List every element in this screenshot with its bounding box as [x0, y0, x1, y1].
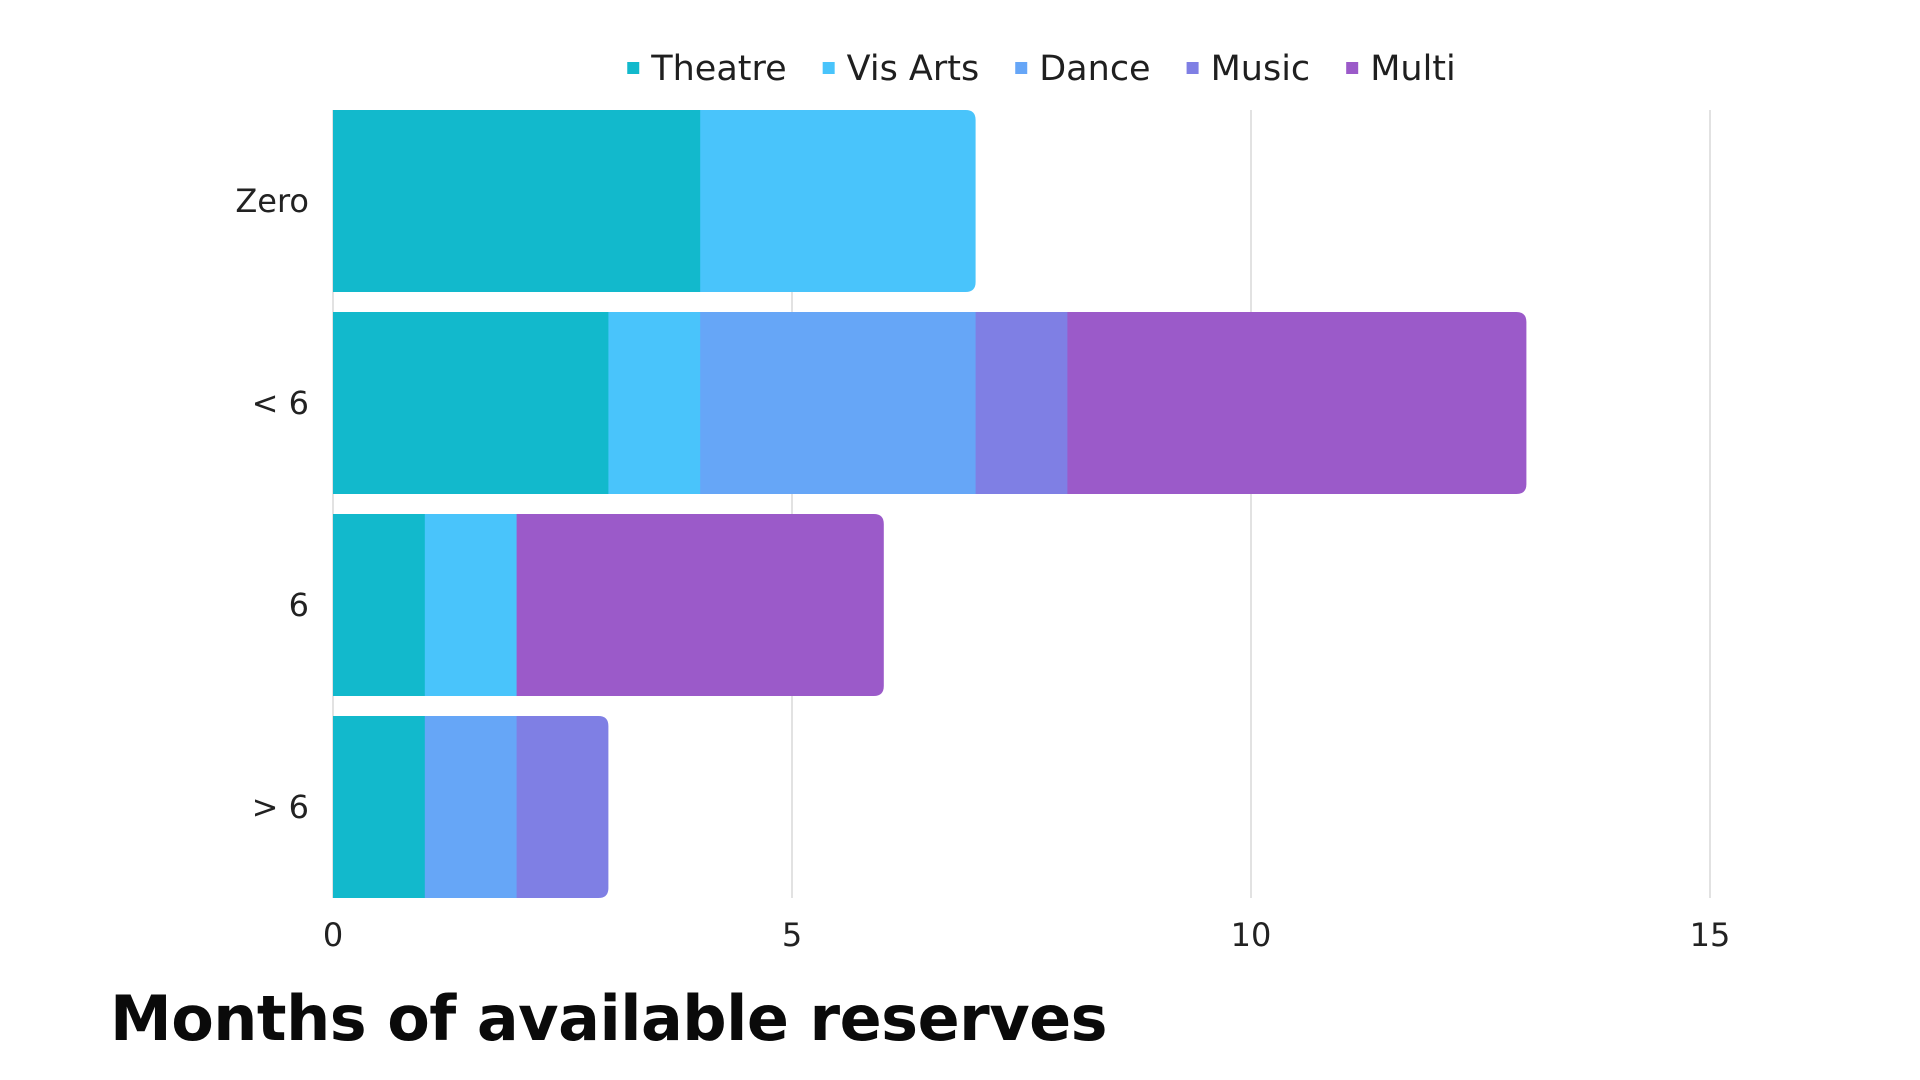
y-tick-label-zero: Zero	[235, 182, 309, 220]
y-axis: Zero < 6 6 > 6	[235, 182, 309, 826]
bar-zero-theatre	[333, 110, 701, 292]
legend-swatch-music	[1186, 62, 1199, 74]
bar-zero-vis-arts	[700, 110, 976, 292]
legend-label-dance: Dance	[1039, 49, 1150, 89]
legend-swatch-vis-arts	[822, 62, 835, 74]
bar-6-music	[975, 312, 1068, 494]
bar-group-6	[333, 716, 609, 898]
legend-label-vis-arts: Vis Arts	[847, 49, 980, 89]
bar-group-6	[333, 514, 884, 696]
legend-label-theatre: Theatre	[650, 49, 786, 89]
bars	[333, 110, 1527, 898]
bar-6-vis-arts	[424, 514, 518, 696]
bar-6-multi	[1067, 312, 1527, 494]
bar-group-6	[333, 312, 1527, 494]
bar-group-zero	[333, 110, 976, 292]
y-tick-label-6: 6	[289, 586, 309, 624]
bar-6-multi	[516, 514, 884, 696]
legend-swatch-dance	[1015, 62, 1028, 74]
x-tick-label-15: 15	[1690, 916, 1731, 954]
bar-6-dance	[700, 312, 977, 494]
y-tick-label-6: > 6	[252, 788, 309, 826]
bar-6-dance	[424, 716, 518, 898]
x-axis: 0 5 10 15	[323, 916, 1731, 954]
legend-label-music: Music	[1211, 49, 1311, 89]
legend-swatch-theatre	[627, 62, 640, 74]
bar-6-theatre	[333, 716, 426, 898]
x-tick-label-5: 5	[782, 916, 802, 954]
x-tick-label-0: 0	[323, 916, 343, 954]
bar-6-theatre	[333, 312, 609, 494]
bar-6-theatre	[333, 514, 426, 696]
bar-6-music	[516, 716, 609, 898]
chart-title: Months of available reserves	[110, 982, 1107, 1055]
bar-6-vis-arts	[608, 312, 701, 494]
legend-label-multi: Multi	[1370, 49, 1456, 89]
x-tick-label-10: 10	[1231, 916, 1272, 954]
legend: Theatre Vis Arts Dance Music Multi	[627, 49, 1456, 89]
legend-swatch-multi	[1346, 62, 1359, 74]
y-tick-label-6: < 6	[252, 384, 309, 422]
